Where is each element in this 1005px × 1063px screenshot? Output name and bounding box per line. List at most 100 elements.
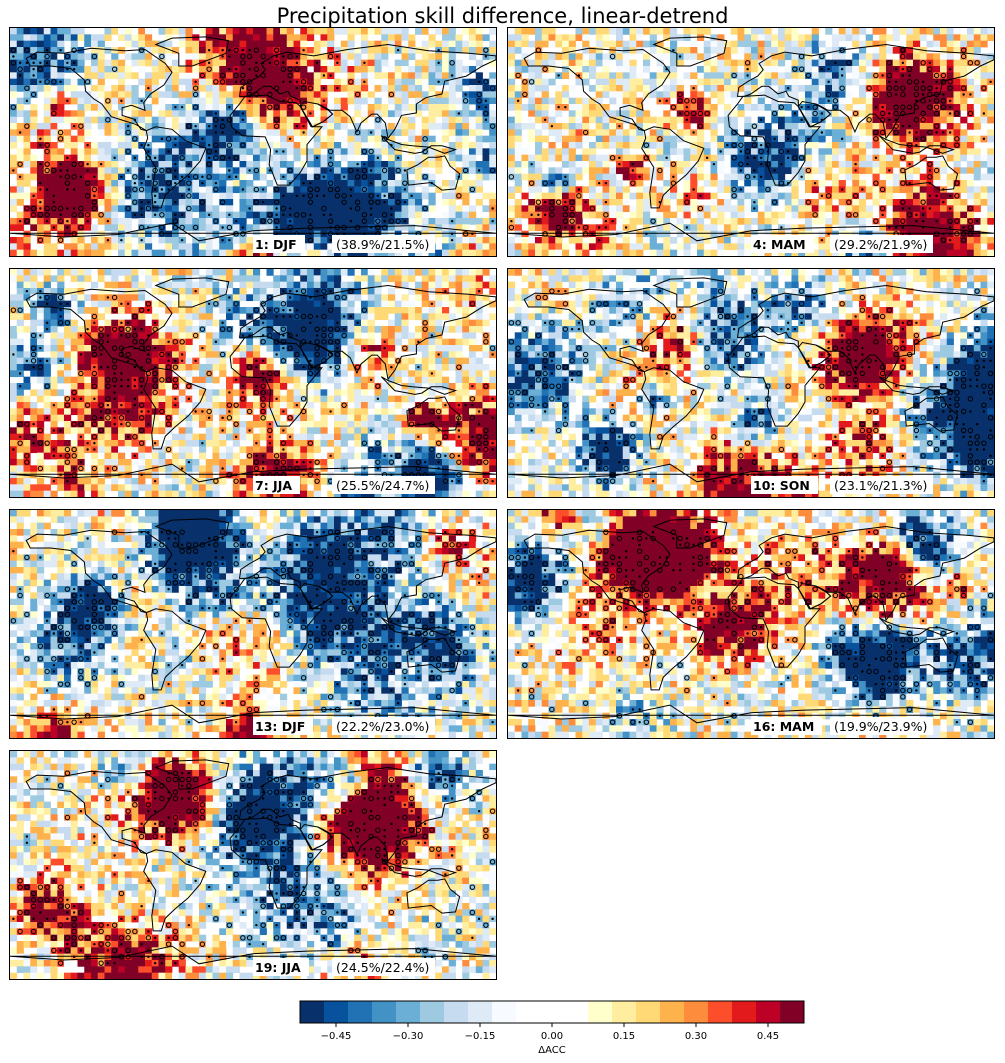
- heatmap-cell: [575, 211, 583, 219]
- heatmap-cell: [940, 218, 948, 225]
- heatmap-cell: [953, 243, 961, 251]
- heatmap-cell: [771, 47, 779, 54]
- heatmap-cell: [643, 85, 651, 92]
- heatmap-cell: [165, 218, 173, 225]
- heatmap-cell: [670, 237, 678, 244]
- heatmap-cell: [111, 205, 119, 213]
- significance-dot: [437, 61, 440, 65]
- heatmap-cell: [582, 59, 590, 67]
- heatmap-cell: [919, 85, 927, 92]
- heatmap-cell: [987, 186, 994, 194]
- heatmap-cell: [622, 72, 630, 80]
- heatmap-cell: [280, 218, 288, 225]
- heatmap-cell: [649, 218, 657, 225]
- heatmap-cell: [37, 34, 45, 42]
- heatmap-cell: [548, 28, 556, 35]
- heatmap-cell: [818, 154, 826, 162]
- heatmap-cell: [724, 237, 732, 244]
- heatmap-cell: [246, 224, 254, 232]
- heatmap-cell: [374, 230, 382, 238]
- heatmap-cell: [548, 230, 556, 238]
- heatmap-cell: [771, 40, 779, 48]
- significance-dot: [309, 181, 312, 185]
- significance-circle: [260, 53, 266, 60]
- heatmap-cell: [744, 230, 752, 238]
- heatmap-cell: [300, 173, 308, 181]
- heatmap-cell: [354, 218, 362, 225]
- heatmap-cell: [307, 237, 315, 244]
- heatmap-cell: [643, 78, 651, 86]
- heatmap-cell: [118, 66, 126, 73]
- heatmap-cell: [589, 110, 597, 118]
- significance-dot: [153, 213, 157, 217]
- heatmap-cell: [307, 47, 315, 54]
- heatmap-cell: [744, 135, 752, 143]
- heatmap-cell: [178, 230, 186, 238]
- heatmap-cell: [435, 28, 443, 35]
- heatmap-cell: [818, 205, 826, 213]
- heatmap-cell: [811, 85, 819, 92]
- heatmap-cell: [791, 192, 799, 200]
- heatmap-cell: [751, 148, 759, 156]
- heatmap-cell: [616, 199, 624, 206]
- heatmap-cell: [973, 116, 981, 124]
- heatmap-cell: [636, 47, 644, 54]
- heatmap-cell: [185, 28, 193, 35]
- heatmap-cell: [886, 148, 894, 156]
- heatmap-cell: [320, 66, 328, 73]
- heatmap-cell: [541, 66, 549, 73]
- heatmap-cell: [751, 28, 759, 35]
- heatmap-cell: [91, 85, 99, 92]
- heatmap-cell: [724, 116, 732, 124]
- heatmap-cell: [933, 28, 941, 35]
- heatmap-cell: [535, 59, 543, 67]
- heatmap-cell: [730, 72, 738, 80]
- heatmap-cell: [521, 47, 529, 54]
- heatmap-cell: [683, 211, 691, 219]
- heatmap-cell: [575, 135, 583, 143]
- heatmap-cell: [367, 28, 375, 35]
- heatmap-cell: [636, 161, 644, 168]
- heatmap-cell: [616, 142, 624, 149]
- heatmap-cell: [541, 28, 549, 35]
- heatmap-cell: [165, 129, 173, 137]
- heatmap-cell: [448, 53, 456, 61]
- heatmap-cell: [528, 85, 536, 92]
- heatmap-cell: [987, 85, 994, 92]
- heatmap-cell: [602, 110, 610, 118]
- heatmap-cell: [528, 167, 536, 175]
- heatmap-cell: [582, 186, 590, 194]
- heatmap-cell: [568, 47, 576, 54]
- heatmap-cell: [926, 186, 934, 194]
- heatmap-cell: [906, 186, 914, 194]
- heatmap-cell: [145, 28, 153, 35]
- heatmap-cell: [663, 186, 671, 194]
- heatmap-cell: [528, 186, 536, 194]
- heatmap-cell: [899, 28, 907, 35]
- heatmap-cell: [77, 230, 85, 238]
- coastline: [652, 36, 728, 67]
- heatmap-cell: [273, 116, 281, 124]
- heatmap-cell: [514, 129, 522, 137]
- significance-dot: [167, 150, 170, 153]
- heatmap-cell: [764, 192, 772, 200]
- heatmap-cell: [77, 205, 85, 213]
- heatmap-cell: [253, 167, 261, 175]
- heatmap-cell: [118, 180, 126, 187]
- coastline: [641, 126, 705, 209]
- heatmap-cell: [710, 59, 718, 67]
- heatmap-cell: [448, 186, 456, 194]
- significance-dot: [309, 232, 312, 236]
- heatmap-cell: [690, 167, 698, 175]
- heatmap-cell: [172, 116, 180, 124]
- heatmap-cell: [70, 224, 78, 232]
- heatmap-cell: [744, 237, 752, 244]
- heatmap-cell: [178, 110, 186, 118]
- heatmap-cell: [636, 116, 644, 124]
- heatmap-cell: [690, 230, 698, 238]
- heatmap-cell: [555, 148, 563, 156]
- heatmap-cell: [205, 237, 213, 244]
- heatmap-cell: [899, 135, 907, 143]
- heatmap-cell: [852, 154, 860, 162]
- significance-circle: [44, 53, 50, 60]
